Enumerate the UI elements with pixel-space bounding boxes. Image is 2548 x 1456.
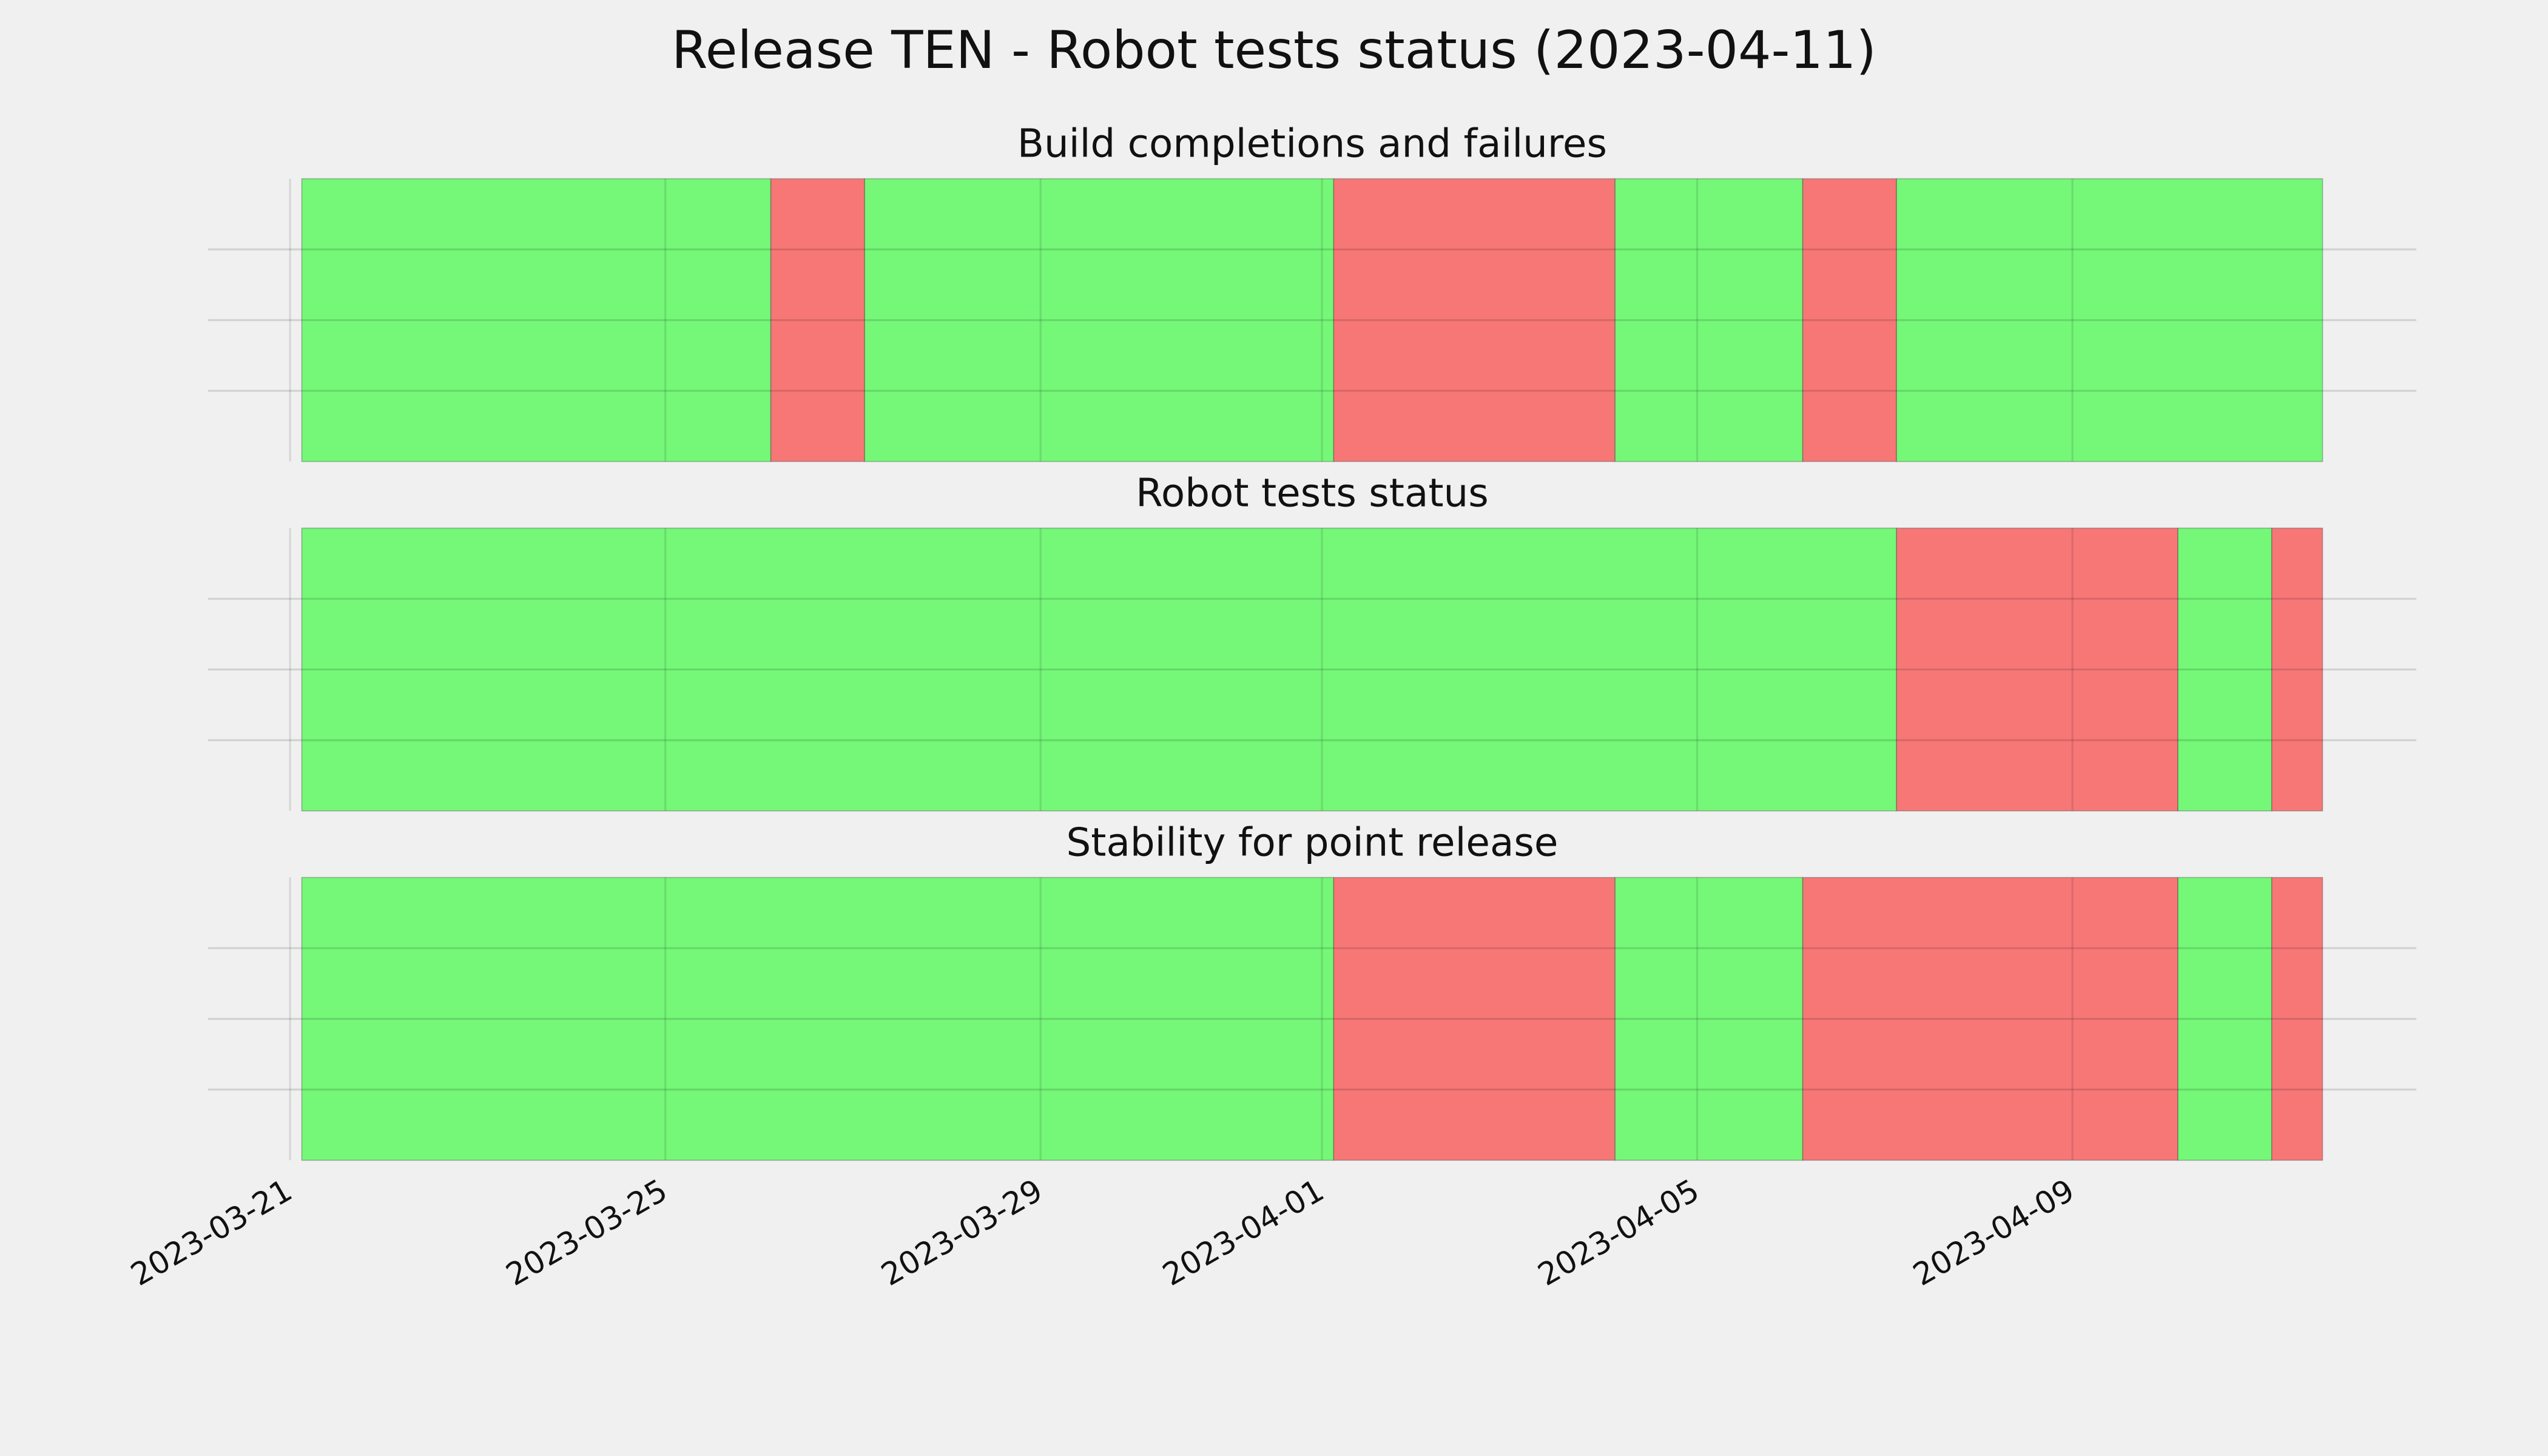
- status-span: [301, 877, 1335, 1161]
- status-span: [2177, 877, 2273, 1161]
- status-span: [2177, 527, 2273, 812]
- status-span: [301, 178, 772, 462]
- status-span: [1333, 877, 1616, 1161]
- status-span: [1614, 877, 1804, 1161]
- subplot-title: Robot tests status: [1136, 471, 1489, 516]
- status-span: [301, 527, 1897, 812]
- status-span: [1802, 178, 1897, 462]
- status-span: [1896, 527, 2179, 812]
- status-span: [770, 178, 866, 462]
- status-span: [2271, 877, 2324, 1161]
- figure-title: Release TEN - Robot tests status (2023-0…: [672, 20, 1876, 81]
- status-span: [1896, 178, 2324, 462]
- status-span: [864, 178, 1335, 462]
- status-span: [2271, 527, 2324, 812]
- subplot-title: Stability for point release: [1067, 820, 1559, 865]
- subplot-title: Build completions and failures: [1017, 121, 1607, 167]
- status-span: [1614, 178, 1804, 462]
- status-span: [1333, 178, 1616, 462]
- status-span: [1802, 877, 2179, 1161]
